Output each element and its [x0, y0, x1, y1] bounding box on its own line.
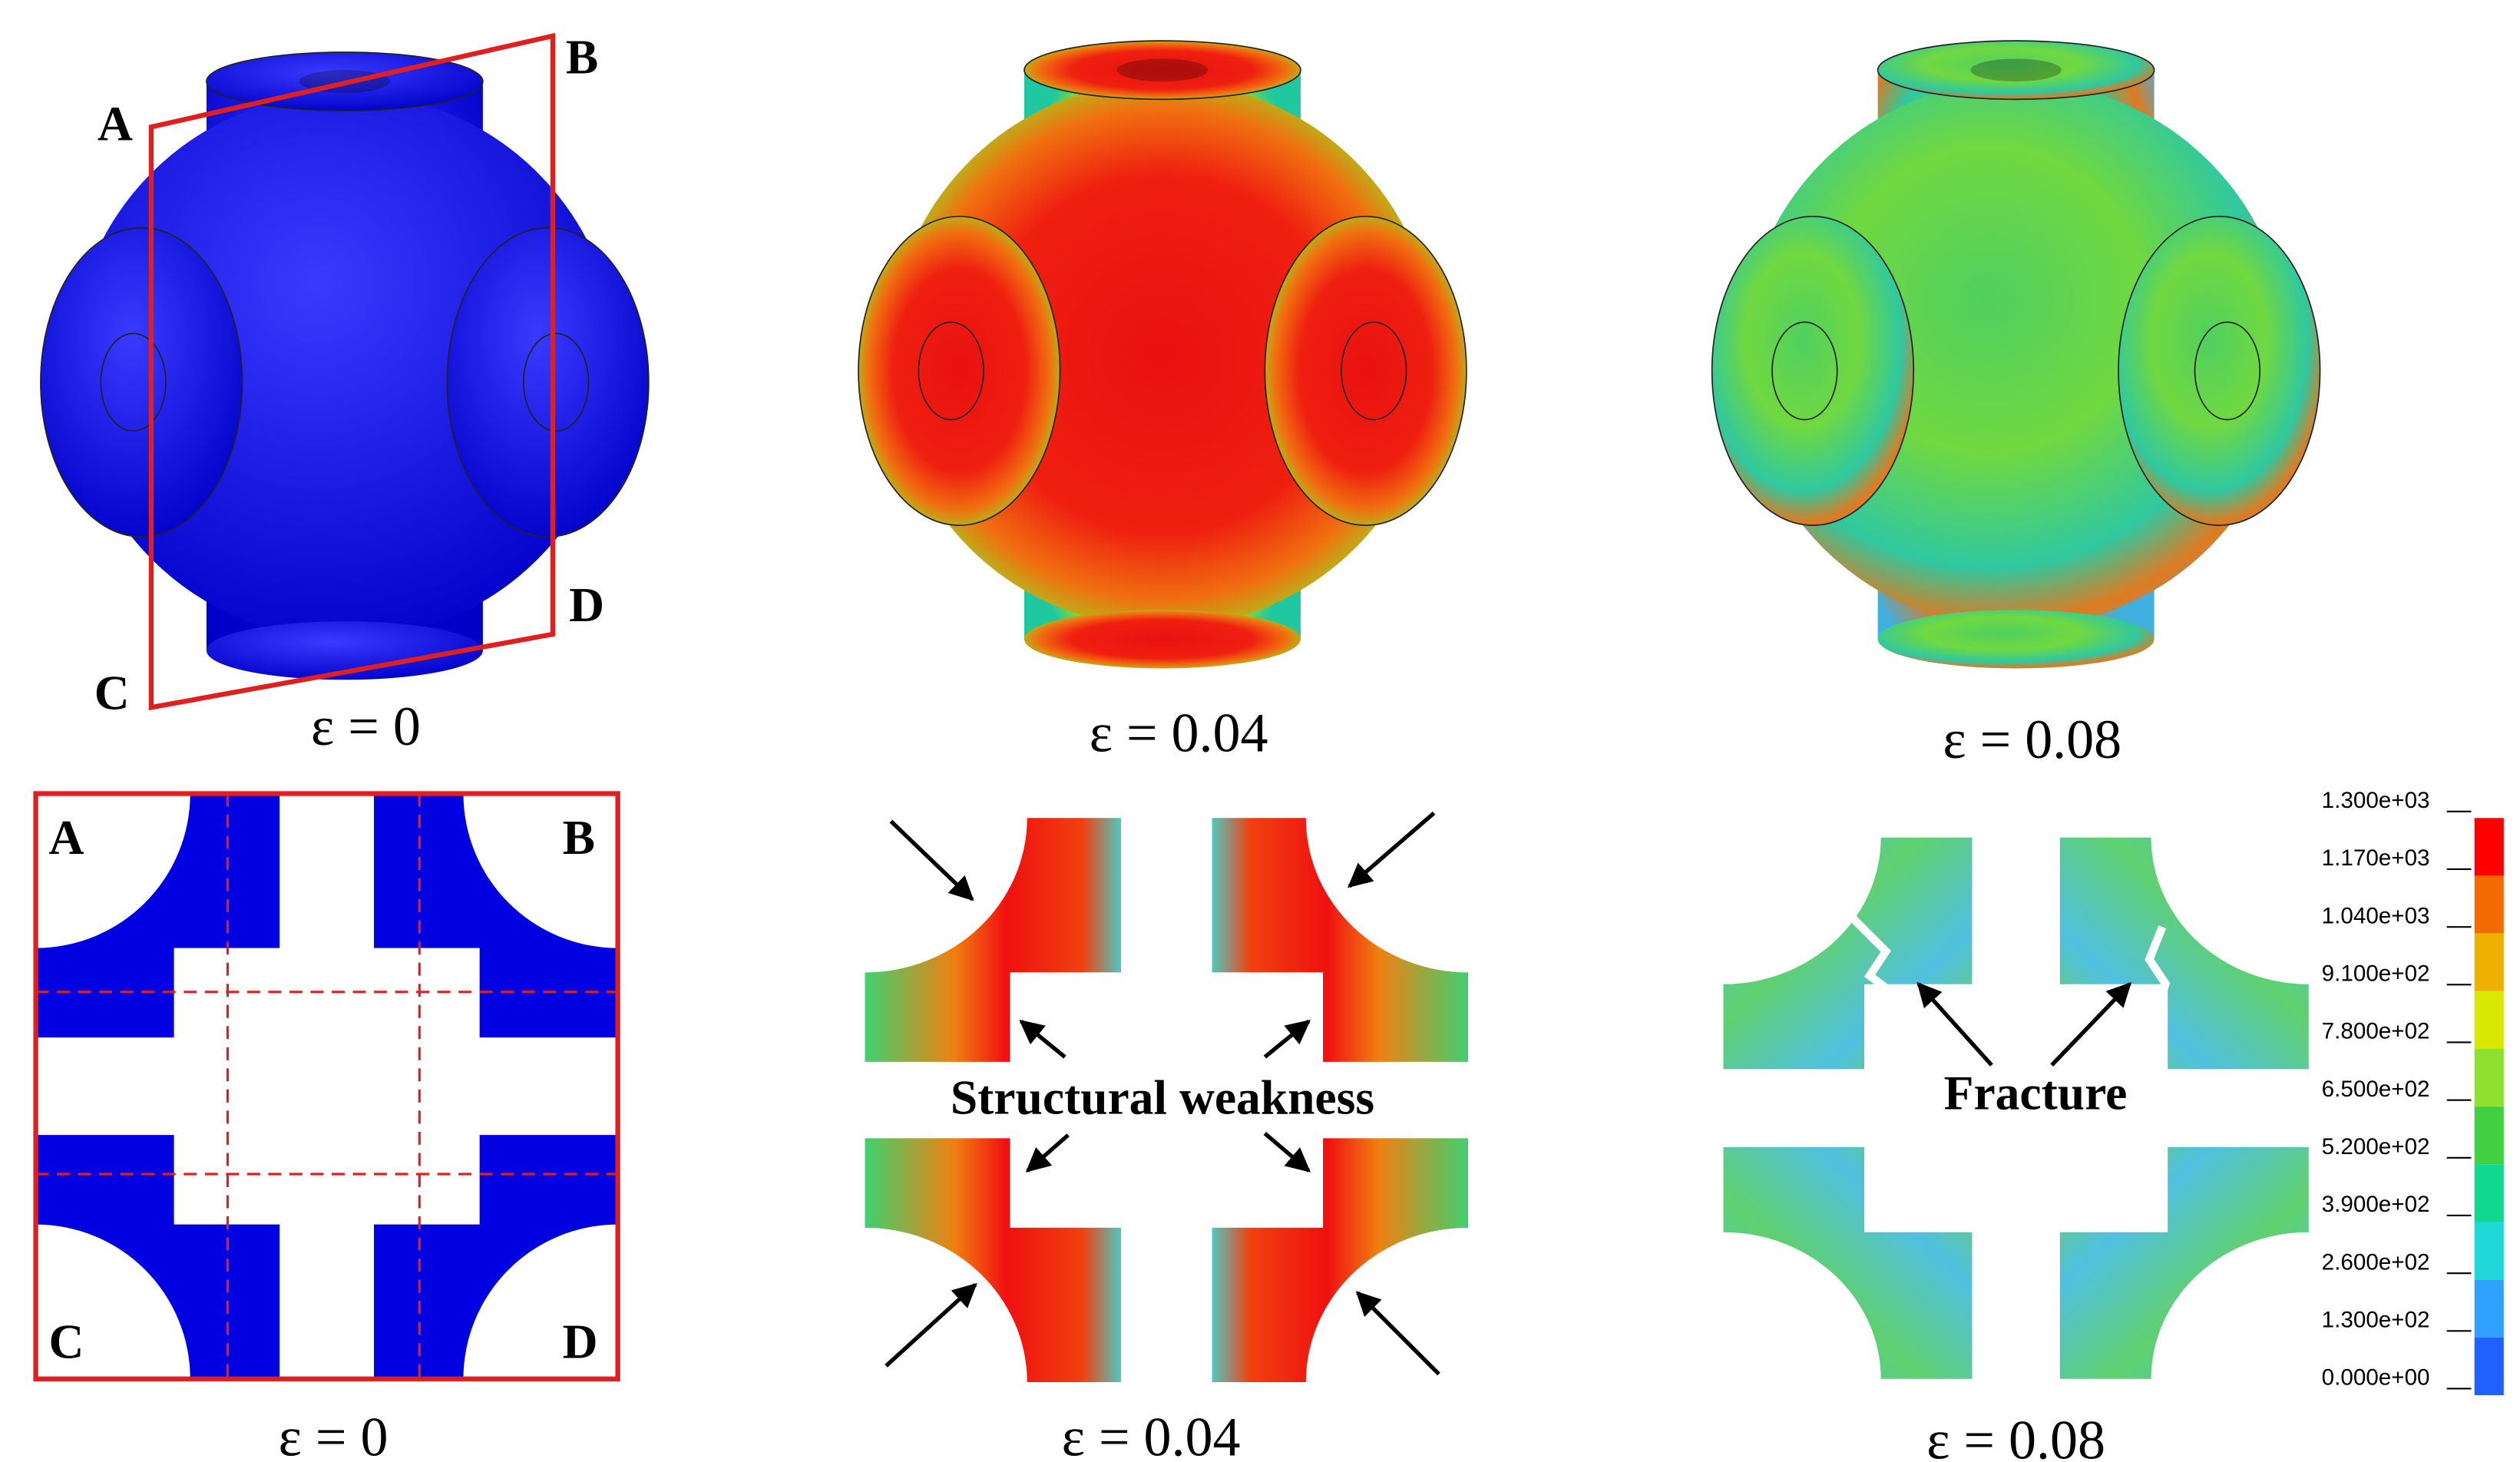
colorbar: 1.300e+03 1.170e+03 1.040e+03 9.100e+02 7.80… — [2322, 788, 2504, 1395]
colorbar-segment — [2474, 1048, 2504, 1107]
colorbar-label: 1.040e+03 — [2322, 903, 2430, 928]
plane-label: B — [566, 30, 598, 84]
annotation: Fracture — [1944, 1065, 2128, 1120]
section-label: B — [563, 810, 595, 865]
caption: ε = 0.04 — [1062, 1406, 1241, 1462]
colorbar-label: 1.170e+03 — [2322, 845, 2430, 871]
colorbar-segment — [2474, 1279, 2504, 1338]
model-strain-004 — [857, 40, 1467, 670]
colorbar-label: 1.300e+03 — [2322, 788, 2430, 813]
section-label: A — [49, 810, 84, 865]
colorbar-label: 5.200e+02 — [2322, 1134, 2430, 1159]
plane-label: C — [94, 665, 130, 719]
colorbar-segment — [2474, 818, 2504, 876]
caption: ε = 0 — [279, 1406, 389, 1462]
colorbar-label: 6.500e+02 — [2322, 1077, 2430, 1102]
colorbar-label: 0.000e+00 — [2322, 1365, 2430, 1391]
colorbar-segment — [2474, 1337, 2504, 1395]
colorbar-label: 3.900e+02 — [2322, 1192, 2430, 1217]
colorbar-label: 7.800e+02 — [2322, 1019, 2430, 1044]
colorbar-segment — [2474, 1222, 2504, 1280]
section-initial — [35, 793, 618, 1379]
colorbar-label: 2.600e+02 — [2322, 1249, 2430, 1275]
colorbar-label: 9.100e+02 — [2322, 961, 2430, 986]
plane-label: D — [569, 577, 604, 632]
caption: ε = 0.08 — [1943, 709, 2121, 770]
model-strain-008 — [1711, 40, 2321, 670]
colorbar-segment — [2474, 1106, 2504, 1165]
colorbar-segment — [2474, 875, 2504, 934]
section-plane — [148, 32, 556, 711]
colorbar-label: 1.300e+02 — [2322, 1307, 2430, 1332]
colorbar-segment — [2474, 991, 2504, 1049]
caption: ε = 0 — [311, 696, 421, 757]
colorbar-segment — [2474, 1164, 2504, 1222]
section-label: D — [563, 1314, 598, 1368]
annotation: Structural weakness — [951, 1070, 1374, 1125]
caption: ε = 0.04 — [1090, 702, 1268, 763]
caption: ε = 0.08 — [1926, 1410, 2105, 1462]
colorbar-segment — [2474, 933, 2504, 991]
plane-label: A — [98, 96, 133, 150]
section-label: C — [49, 1314, 84, 1368]
